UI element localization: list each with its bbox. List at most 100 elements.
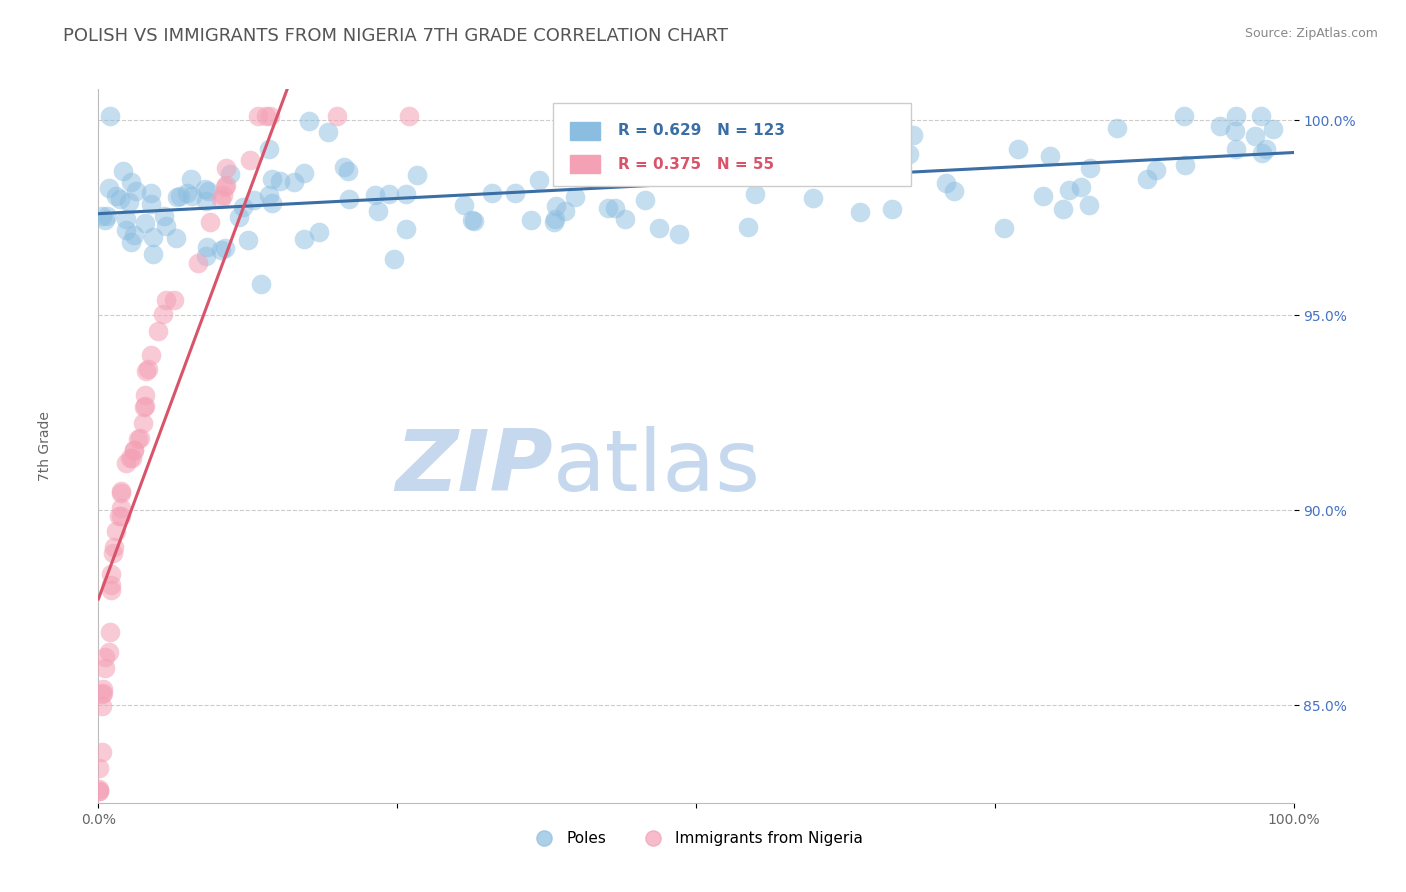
Point	[364, 188, 387, 202]
Point	[100, 566, 122, 581]
Point	[209, 192, 232, 206]
Point	[100, 578, 122, 592]
Point	[97, 645, 120, 659]
Point	[1052, 202, 1074, 216]
Point	[176, 186, 198, 201]
Point	[110, 484, 132, 499]
Point	[336, 164, 359, 178]
Point	[110, 508, 132, 523]
Point	[197, 184, 219, 198]
Point	[242, 193, 264, 207]
Point	[104, 188, 127, 202]
Point	[127, 432, 149, 446]
Point	[1077, 197, 1099, 211]
Point	[239, 153, 262, 167]
Point	[215, 161, 238, 175]
Point	[880, 202, 903, 216]
Point	[90, 745, 112, 759]
Point	[1209, 120, 1232, 134]
Point	[664, 161, 686, 176]
Point	[134, 387, 156, 401]
Point	[246, 110, 269, 124]
Point	[228, 210, 250, 224]
Point	[89, 761, 111, 775]
Point	[398, 110, 420, 124]
Point	[378, 187, 401, 202]
Point	[993, 220, 1015, 235]
Point	[122, 227, 145, 242]
Point	[543, 215, 565, 229]
Point	[124, 442, 146, 457]
Point	[901, 128, 924, 142]
Point	[163, 293, 186, 307]
Point	[155, 219, 177, 233]
Point	[564, 190, 586, 204]
Point	[520, 213, 543, 227]
Point	[1254, 142, 1277, 156]
Point	[110, 486, 132, 500]
Point	[91, 682, 114, 697]
Point	[367, 204, 389, 219]
Point	[142, 230, 165, 244]
Point	[298, 113, 321, 128]
Point	[481, 186, 503, 201]
Point	[1007, 142, 1029, 156]
Point	[1039, 149, 1062, 163]
Point	[943, 184, 966, 198]
Point	[135, 364, 157, 378]
Text: 7th Grade: 7th Grade	[38, 411, 52, 481]
Point	[115, 223, 138, 237]
Point	[146, 324, 169, 338]
Point	[283, 175, 305, 189]
Point	[121, 450, 143, 465]
Point	[827, 141, 849, 155]
Text: POLISH VS IMMIGRANTS FROM NIGERIA 7TH GRADE CORRELATION CHART: POLISH VS IMMIGRANTS FROM NIGERIA 7TH GR…	[63, 27, 728, 45]
Point	[87, 784, 110, 798]
Point	[107, 508, 129, 523]
Point	[634, 194, 657, 208]
Text: ZIP: ZIP	[395, 425, 553, 509]
Point	[181, 189, 204, 203]
FancyBboxPatch shape	[553, 103, 911, 186]
Point	[620, 135, 643, 149]
Point	[1032, 189, 1054, 203]
Point	[195, 240, 218, 254]
Point	[461, 213, 484, 227]
Point	[648, 221, 671, 235]
Point	[89, 784, 111, 798]
Point	[614, 211, 637, 226]
Point	[214, 180, 236, 194]
Point	[544, 199, 567, 213]
Point	[139, 186, 162, 201]
Point	[105, 524, 128, 538]
Point	[260, 195, 283, 210]
Text: R = 0.629   N = 123: R = 0.629 N = 123	[619, 123, 786, 138]
Point	[395, 221, 418, 235]
Point	[195, 249, 218, 263]
Legend: Poles, Immigrants from Nigeria: Poles, Immigrants from Nigeria	[523, 825, 869, 852]
Point	[194, 182, 217, 196]
Point	[603, 201, 626, 215]
Point	[741, 145, 763, 160]
Point	[935, 176, 957, 190]
Point	[294, 232, 316, 246]
Point	[554, 203, 576, 218]
Text: Source: ZipAtlas.com: Source: ZipAtlas.com	[1244, 27, 1378, 40]
Point	[98, 625, 121, 640]
Point	[129, 431, 152, 445]
Point	[262, 172, 284, 186]
Point	[1225, 142, 1247, 156]
Point	[1107, 120, 1129, 135]
FancyBboxPatch shape	[571, 155, 600, 173]
Point	[406, 169, 429, 183]
Point	[558, 170, 581, 185]
Point	[382, 252, 405, 266]
Point	[118, 450, 141, 465]
Point	[94, 661, 117, 675]
Point	[848, 205, 870, 219]
Point	[94, 650, 117, 665]
Point	[853, 126, 876, 140]
Point	[503, 186, 526, 200]
Point	[337, 192, 360, 206]
Point	[91, 209, 114, 223]
